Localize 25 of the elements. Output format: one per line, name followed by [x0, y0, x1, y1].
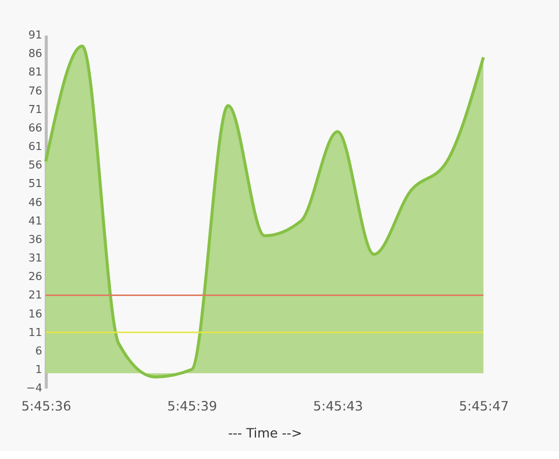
y-tick-label: 51: [28, 177, 42, 190]
y-tick-label: 41: [28, 214, 42, 228]
y-tick-label: 76: [28, 84, 42, 98]
y-tick-label: 31: [28, 252, 42, 265]
y-tick-label: −4: [26, 382, 42, 395]
y-tick-label: 16: [28, 307, 42, 320]
x-tick-label: 5:45:47: [458, 400, 509, 415]
y-tick-label: 66: [28, 121, 42, 134]
y-tick-label: 36: [28, 232, 42, 246]
x-tick-label: 5:45:39: [167, 400, 218, 415]
y-tick-label: 6: [35, 344, 42, 358]
y-tick-label: 81: [28, 66, 42, 79]
y-tick-label: 61: [28, 140, 42, 154]
y-tick-label: 56: [28, 158, 42, 172]
y-tick-label: 21: [28, 288, 42, 302]
y-tick-label: 46: [28, 196, 42, 209]
x-axis-title: --- Time -->: [228, 426, 302, 442]
x-tick-label: 5:45:43: [313, 400, 363, 415]
y-tick-label: 11: [28, 326, 42, 339]
y-tick-label: 26: [28, 270, 42, 284]
y-tick-label: 91: [28, 28, 42, 42]
y-tick-label: 71: [28, 102, 42, 116]
y-tick-label: 86: [28, 47, 42, 60]
y-tick-label: 1: [35, 363, 42, 376]
x-tick-label: 5:45:36: [21, 400, 72, 415]
